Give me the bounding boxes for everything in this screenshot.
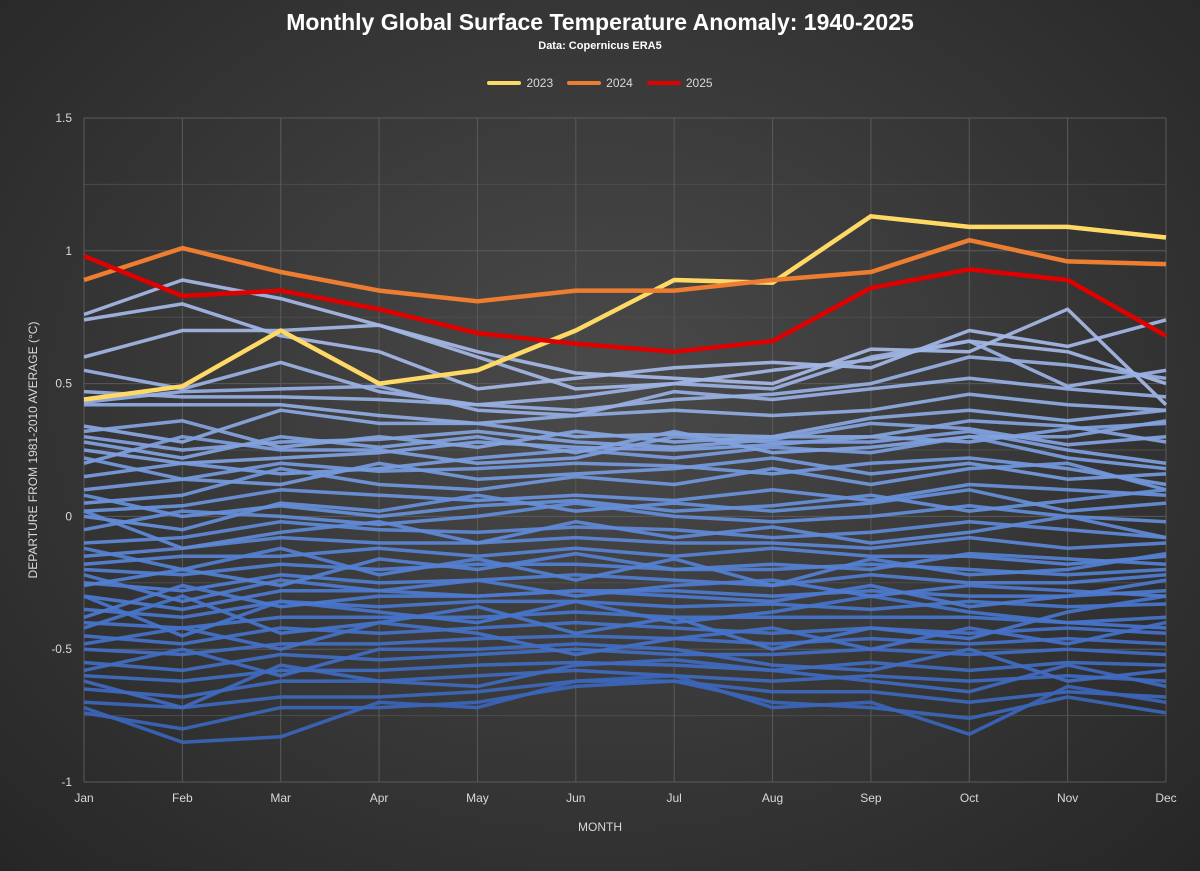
- x-tick-label: May: [466, 791, 489, 805]
- series-line-2024: [83, 237, 1167, 304]
- x-tick-label: Jun: [566, 791, 585, 805]
- legend-item-2024: 2024: [567, 76, 633, 90]
- y-tick-label: -0.5: [51, 642, 72, 656]
- x-tick-label: Jan: [74, 791, 93, 805]
- legend-label: 2023: [526, 76, 554, 90]
- background-series-line: [83, 456, 1167, 487]
- y-axis-label: DEPARTURE FROM 1981-2010 AVERAGE (°C): [26, 321, 40, 579]
- background-series-line: [83, 668, 1167, 699]
- background-series-line: [83, 501, 1167, 532]
- x-tick-label: Sep: [860, 791, 882, 805]
- legend-swatch: [646, 81, 681, 85]
- series-line-2025: [83, 254, 1168, 354]
- legend-item-2023: 2023: [487, 76, 553, 90]
- legend-label: 2025: [685, 76, 713, 90]
- x-tick-label: Aug: [762, 791, 783, 805]
- legend-item-2025: 2025: [646, 76, 713, 90]
- x-tick-label: Apr: [370, 791, 389, 805]
- chart-title: Monthly Global Surface Temperature Anoma…: [286, 9, 914, 35]
- background-series-line: [83, 419, 1167, 460]
- background-series-line: [83, 546, 1167, 588]
- x-axis-label: MONTH: [578, 820, 622, 834]
- background-series-line: [83, 679, 1167, 710]
- background-series-line: [83, 482, 1167, 513]
- background-series-line: [83, 594, 1167, 638]
- tick-labels: -1 -0.5 0 0.5 1 1.5 Jan Feb Mar Apr May Jun Jul Aug Se…: [51, 111, 1176, 805]
- y-tick-label: 0: [65, 509, 72, 523]
- background-series-line: [84, 392, 1167, 426]
- background-series-line: [83, 562, 1167, 577]
- background-series-line: [83, 610, 1167, 630]
- background-series-line: [83, 658, 1167, 710]
- x-tick-label: Nov: [1057, 791, 1078, 805]
- background-series-line: [83, 679, 1167, 731]
- background-series-line: [83, 674, 1167, 744]
- background-series-line: [83, 573, 1167, 593]
- background-series-line: [83, 429, 1167, 466]
- y-tick-label: 0.5: [55, 377, 72, 391]
- y-tick-label: 1.5: [55, 111, 72, 125]
- highlight-series-group: [83, 214, 1168, 402]
- background-series-line: [83, 419, 1167, 450]
- series-line-2023: [83, 214, 1167, 402]
- background-series-line: [83, 456, 1167, 492]
- legend-swatch: [567, 81, 602, 85]
- legend: 2023 2024 2025: [0, 76, 1200, 90]
- background-series-line: [83, 509, 1167, 551]
- background-series-line: [83, 376, 1167, 418]
- y-tick-label: -1: [61, 775, 72, 789]
- background-series-line: [83, 578, 1167, 619]
- background-series-line: [83, 546, 1167, 566]
- x-tick-label: Jul: [667, 791, 682, 805]
- legend-label: 2024: [606, 76, 633, 90]
- background-series-line: [83, 339, 1167, 407]
- y-tick-label: 1: [65, 244, 72, 258]
- background-series-group: [83, 278, 1168, 744]
- x-tick-label: Dec: [1155, 791, 1176, 805]
- x-tick-label: Feb: [172, 791, 193, 805]
- background-series-line: [83, 488, 1167, 519]
- chart-subtitle: Data: Copernicus ERA5: [538, 40, 662, 52]
- background-series-line: [83, 323, 1167, 391]
- x-tick-label: Mar: [270, 791, 291, 805]
- x-tick-label: Oct: [960, 791, 979, 805]
- background-series-line: [83, 546, 1167, 588]
- background-series-line: [83, 594, 1167, 651]
- legend-swatch: [487, 81, 522, 85]
- background-series-line: [83, 535, 1167, 558]
